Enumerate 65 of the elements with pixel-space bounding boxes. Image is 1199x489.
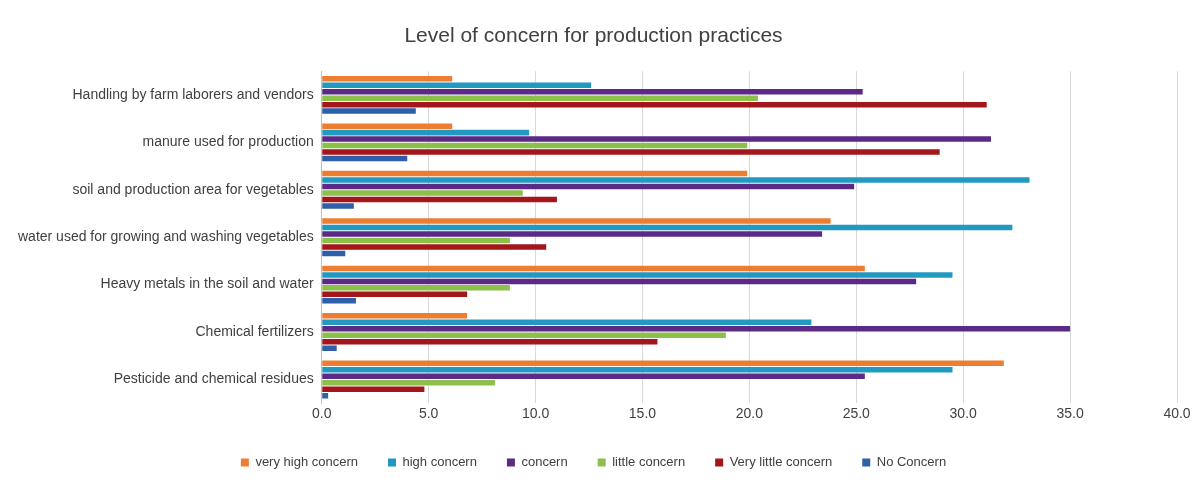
x-tick-label: 40.0 xyxy=(1163,405,1191,422)
bar xyxy=(322,345,337,352)
legend-label: concern xyxy=(521,454,568,470)
bar xyxy=(322,224,1013,231)
legend-label: little concern xyxy=(612,454,686,470)
bar xyxy=(322,108,416,114)
bar xyxy=(322,82,592,88)
y-tick-label: Chemical fertilizers xyxy=(195,322,314,339)
x-tick-label: 10.0 xyxy=(521,405,550,422)
bar xyxy=(322,298,356,304)
legend-label: Very little concern xyxy=(729,454,833,470)
bar xyxy=(322,392,329,399)
bar xyxy=(322,123,453,129)
bar xyxy=(322,129,530,136)
legend-label: high concern xyxy=(402,454,477,470)
bar xyxy=(322,149,940,155)
bar xyxy=(322,218,831,224)
bar xyxy=(322,319,812,326)
bar xyxy=(322,196,557,203)
bar xyxy=(322,250,346,257)
bar xyxy=(322,339,658,345)
bar xyxy=(322,88,863,95)
chart-title: Level of concern for production practices xyxy=(404,23,783,47)
bar xyxy=(322,183,855,190)
x-tick-label: 20.0 xyxy=(735,405,764,422)
x-tick-label: 30.0 xyxy=(949,405,978,422)
y-tick-label: soil and production area for vegetables xyxy=(72,180,314,197)
legend-label: No Concern xyxy=(876,454,947,470)
bar xyxy=(322,332,726,339)
bar xyxy=(322,313,468,319)
bar xyxy=(322,101,987,108)
bar xyxy=(322,95,758,101)
bar xyxy=(322,142,748,149)
y-tick-label: Pesticide and chemical residues xyxy=(113,370,314,387)
bar xyxy=(322,75,453,82)
bar xyxy=(322,265,865,272)
bar xyxy=(322,190,523,196)
bar xyxy=(322,386,425,392)
x-tick-label: 35.0 xyxy=(1056,405,1084,422)
bar xyxy=(322,278,917,285)
bar xyxy=(322,136,991,142)
bar xyxy=(322,155,408,162)
bar xyxy=(322,177,1030,183)
bar xyxy=(322,367,953,373)
y-tick-label: Heavy metals in the soil and water xyxy=(100,275,315,292)
bar xyxy=(322,291,468,298)
bar xyxy=(322,244,547,250)
bar xyxy=(322,379,495,386)
bar xyxy=(322,360,1004,367)
x-tick-label: 25.0 xyxy=(842,405,871,422)
x-tick-label: 0.0 xyxy=(312,405,332,422)
bar xyxy=(322,373,865,379)
y-tick-label: manure used for production xyxy=(142,133,314,150)
bar xyxy=(322,231,823,237)
x-tick-label: 5.0 xyxy=(418,405,439,422)
bar xyxy=(322,237,510,244)
bar xyxy=(322,285,510,291)
x-tick-label: 15.0 xyxy=(628,405,657,422)
y-tick-label: water used for growing and washing vegetables xyxy=(16,228,314,245)
bar xyxy=(322,203,354,209)
y-tick-label: Handling by farm laborers and vendors xyxy=(72,85,314,102)
bar xyxy=(322,326,1071,332)
bar xyxy=(322,170,748,177)
legend-label: very high concern xyxy=(255,454,358,470)
bar xyxy=(322,272,953,278)
